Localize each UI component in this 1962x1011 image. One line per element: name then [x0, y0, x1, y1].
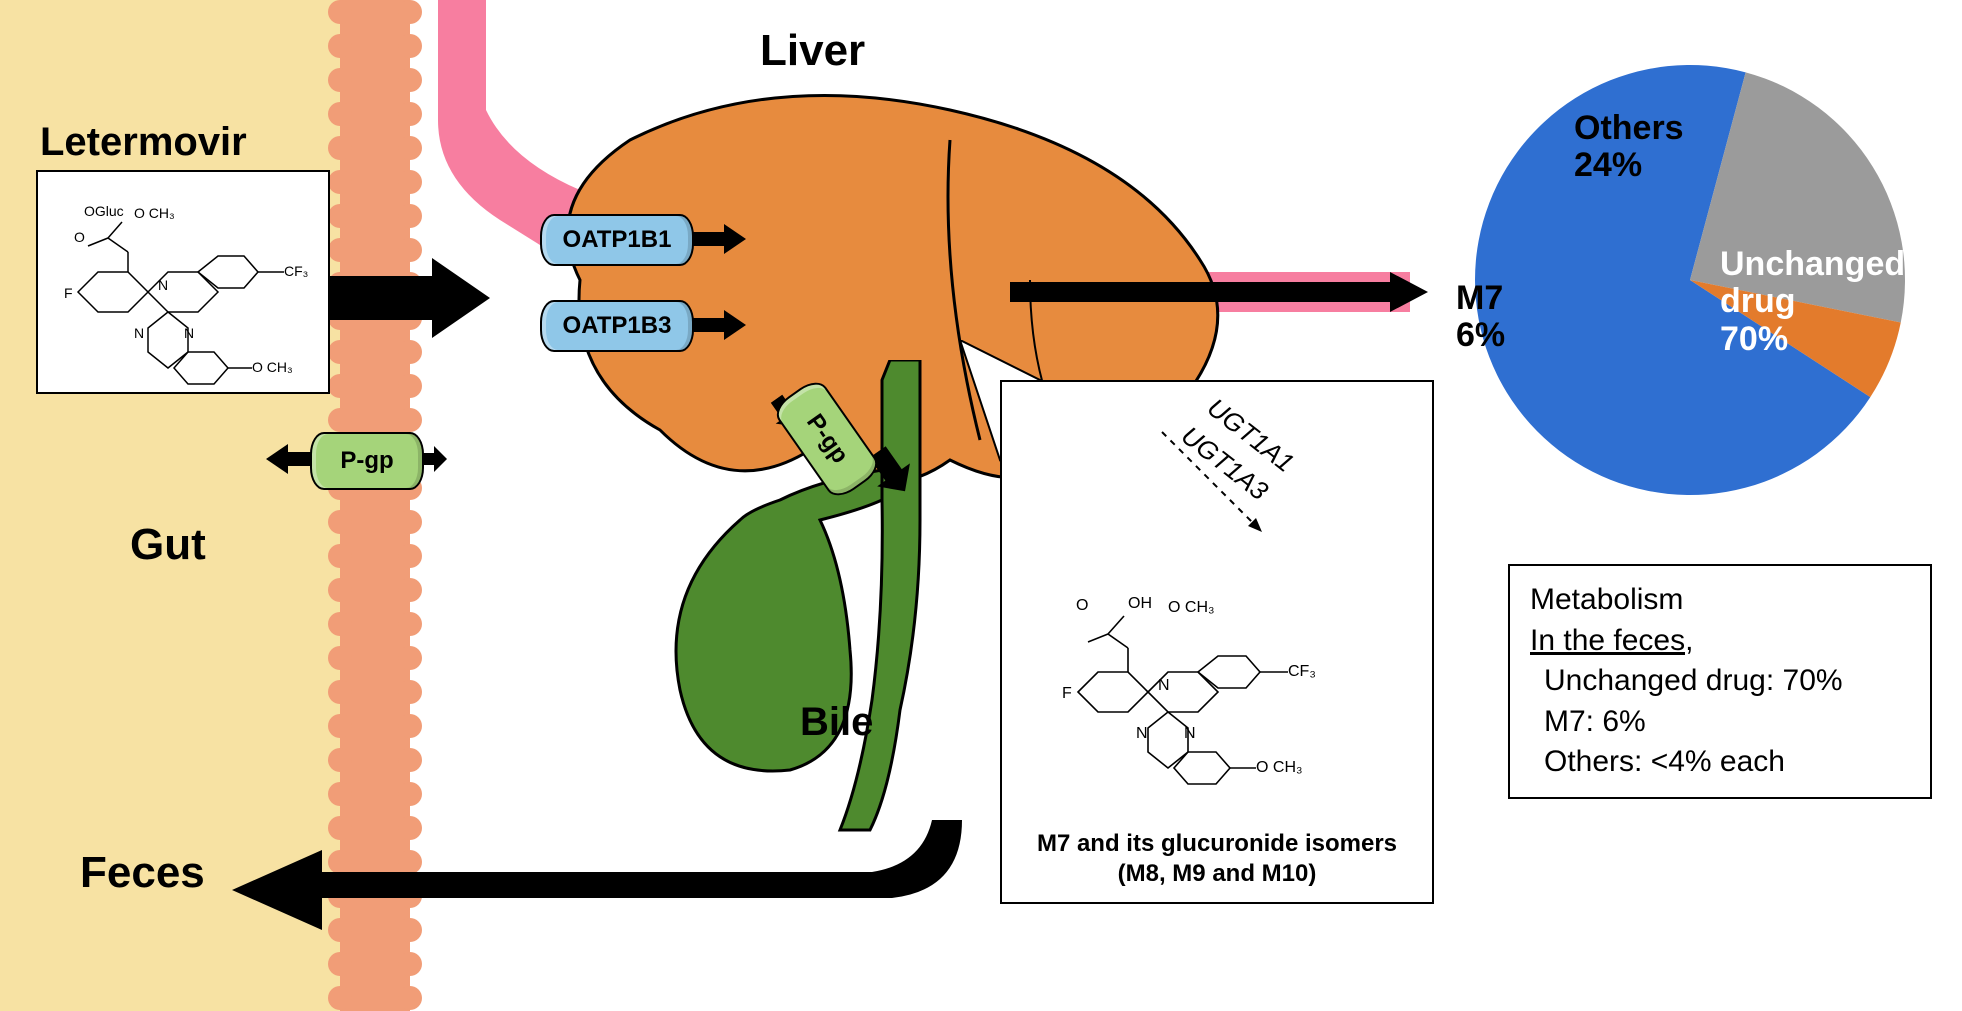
oatp1b1-label: OATP1B1	[563, 226, 672, 254]
arrow-oatp1b1	[688, 224, 748, 254]
svg-text:F: F	[1062, 685, 1072, 702]
pgp-gut-label: P-gp	[340, 447, 393, 475]
metabolism-info-box: Metabolism In the feces, Unchanged drug:…	[1508, 564, 1932, 799]
arrow-bile-to-feces	[232, 820, 972, 940]
pie-label-unchanged: Unchanged drug 70%	[1720, 246, 1905, 358]
info-title: Metabolism	[1530, 580, 1910, 621]
chem-o-1: O	[74, 229, 85, 245]
svg-text:OH: OH	[1128, 595, 1152, 612]
letermovir-label: Letermovir	[40, 120, 247, 165]
oatp1b3-label: OATP1B3	[563, 312, 672, 340]
bile-label: Bile	[800, 700, 873, 745]
info-line-1: Unchanged drug: 70%	[1530, 661, 1910, 702]
chem-n-2: N	[134, 325, 144, 341]
info-line-3: Others: <4% each	[1530, 742, 1910, 783]
m7-caption-2: (M8, M9 and M10)	[1002, 860, 1432, 888]
gut-label: Gut	[130, 520, 206, 570]
arrow-oatp1b3	[688, 310, 748, 340]
chem-f-1: F	[64, 285, 73, 301]
svg-text:O CH₃: O CH₃	[1256, 759, 1303, 776]
oatp1b3-transporter: OATP1B3	[540, 300, 694, 352]
pie-m7-line2: 6%	[1456, 317, 1505, 354]
arrow-drug-to-liver	[322, 258, 492, 338]
pgp-bile-label: P-gp	[800, 409, 854, 469]
chem-n-3: N	[184, 325, 194, 341]
pie-unchanged-line2: drug	[1720, 283, 1905, 320]
svg-text:CF₃: CF₃	[1288, 663, 1316, 680]
pgp-gut-transporter: P-gp	[310, 432, 424, 490]
arrow-outflow	[1010, 272, 1430, 312]
pie-label-m7: M7 6%	[1456, 280, 1505, 355]
info-subtitle: In the feces,	[1530, 621, 1910, 662]
m7-structure: O OH O CH₃ CF₃ F N N N O CH₃	[1018, 552, 1418, 832]
chem-n-1: N	[158, 277, 168, 293]
svg-text:N: N	[1136, 725, 1148, 742]
svg-text:N: N	[1184, 725, 1196, 742]
oatp1b1-transporter: OATP1B1	[540, 214, 694, 266]
pie-unchanged-line3: 70%	[1720, 321, 1905, 358]
chem-och3-1: O CH₃	[134, 205, 175, 221]
ugt-dashed-arrow	[1152, 422, 1292, 562]
pie-label-others: Others 24%	[1574, 110, 1684, 185]
pie-others-line2: 24%	[1574, 147, 1684, 184]
pie-m7-line1: M7	[1456, 280, 1505, 317]
chem-cf3-1: CF₃	[284, 263, 308, 279]
letermovir-structure: OGluc O CH₃ CF₃ F N N N O CH₃ O	[38, 172, 328, 392]
svg-text:O CH₃: O CH₃	[1168, 599, 1215, 616]
m7-callout-box: UGT1A1 UGT1A3 O OH O CH₃ CF₃ F N N	[1000, 380, 1434, 904]
svg-text:O: O	[1076, 597, 1088, 614]
chem-ogluc: OGluc	[84, 203, 124, 219]
liver-label: Liver	[760, 26, 865, 76]
pie-others-line1: Others	[1574, 110, 1684, 147]
pie-unchanged-line1: Unchanged	[1720, 246, 1905, 283]
letermovir-structure-box: OGluc O CH₃ CF₃ F N N N O CH₃ O	[36, 170, 330, 394]
chem-och3-2: O CH₃	[252, 359, 293, 375]
info-line-2: M7: 6%	[1530, 702, 1910, 743]
svg-text:N: N	[1158, 677, 1170, 694]
m7-caption-1: M7 and its glucuronide isomers	[1002, 830, 1432, 858]
feces-label: Feces	[80, 848, 205, 898]
